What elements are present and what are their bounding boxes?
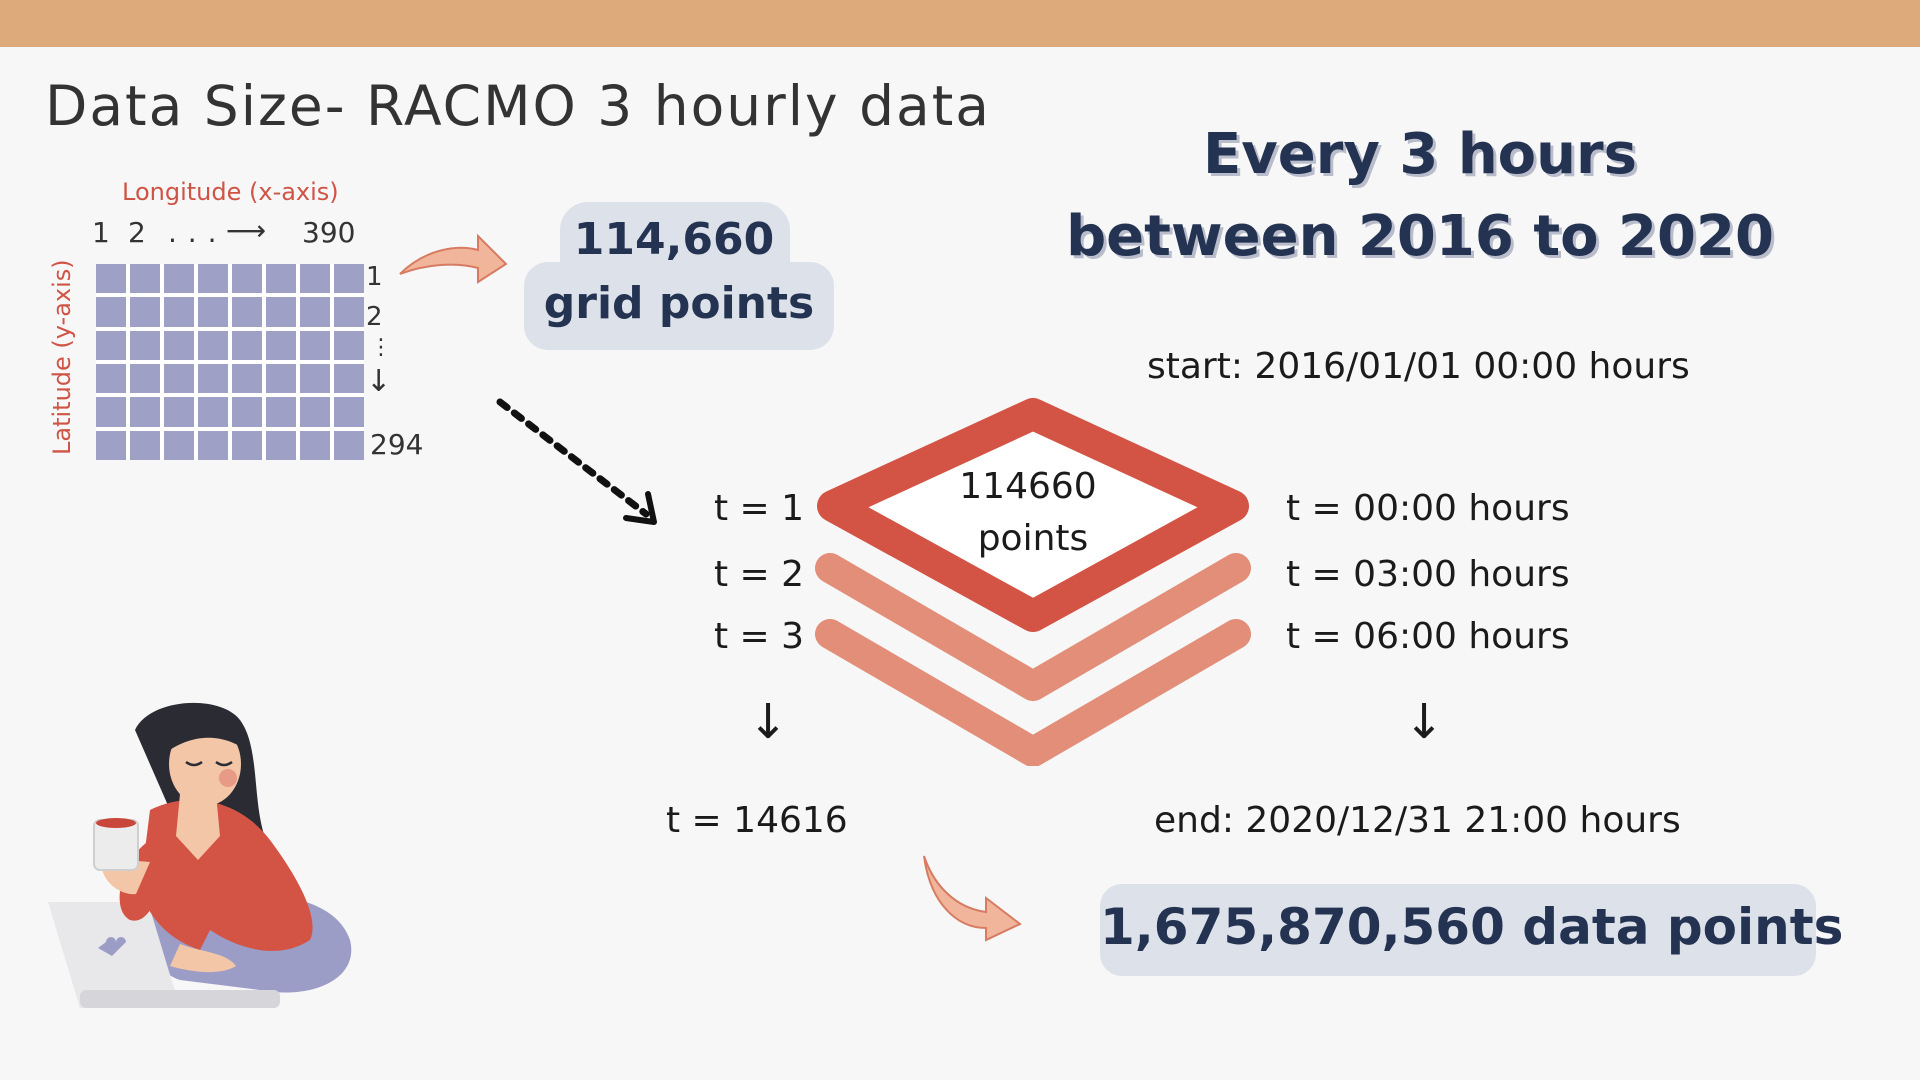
time-layer-stack	[815, 398, 1251, 766]
x-tick-dots: . . .	[168, 216, 218, 249]
x-tick-390: 390	[302, 216, 356, 249]
grid-cell	[164, 297, 194, 327]
grid-cell	[198, 330, 228, 360]
curved-arrow-icon	[399, 233, 508, 284]
grid-cell	[198, 364, 228, 394]
stack-label-count: 114660	[959, 466, 1097, 507]
y-axis-arrow: ↓	[366, 364, 392, 399]
y-tick-dots: ⋮	[370, 335, 392, 360]
end-time-text: end: 2020/12/31 21:00 hours	[1154, 800, 1681, 841]
grid-cell	[164, 330, 194, 360]
grid-points-count: 114,660	[573, 214, 775, 265]
grid-cell	[232, 397, 262, 427]
grid-cell	[266, 430, 296, 460]
grid-cell	[198, 397, 228, 427]
grid-cell	[96, 264, 126, 294]
grid-cell	[334, 397, 364, 427]
grid-cell	[164, 430, 194, 460]
headline-line-2: between 2016 to 2020	[1066, 204, 1774, 269]
grid-cell	[334, 330, 364, 360]
grid-cell	[164, 397, 194, 427]
dashed-arrow-icon	[496, 398, 657, 525]
grid-cell	[266, 397, 296, 427]
time-hours-2: t = 03:00 hours	[1286, 554, 1570, 595]
grid-cell	[130, 330, 160, 360]
grid-cell	[130, 430, 160, 460]
grid-cell	[300, 397, 330, 427]
grid-cell	[232, 297, 262, 327]
grid-cell	[232, 330, 262, 360]
time-hours-1: t = 00:00 hours	[1286, 488, 1570, 529]
grid-cell	[334, 264, 364, 294]
stack-label-unit: points	[977, 518, 1089, 559]
total-pill	[1100, 884, 1816, 976]
x-axis-arrow: ⟶	[226, 214, 267, 247]
top-accent-bar	[0, 0, 1920, 47]
grid-cell	[232, 364, 262, 394]
grid-cell	[266, 330, 296, 360]
y-tick-2: 2	[366, 302, 383, 332]
grid-cell	[232, 430, 262, 460]
grid-cell	[232, 264, 262, 294]
time-step-2: t = 2	[714, 554, 805, 595]
grid-cell	[96, 330, 126, 360]
grid-cell	[96, 430, 126, 460]
grid-cell	[300, 330, 330, 360]
woman-with-laptop-illustration	[48, 702, 352, 1008]
x-tick-1: 1	[92, 216, 110, 249]
page-title: Data Size- RACMO 3 hourly data	[45, 74, 991, 138]
down-arrow-left-icon: ↓	[748, 694, 789, 750]
grid-cell	[266, 264, 296, 294]
grid-cell	[300, 264, 330, 294]
latitude-axis-label: Latitude (y-axis)	[48, 259, 76, 455]
grid-cell	[300, 430, 330, 460]
layer-3	[815, 619, 1251, 766]
grid-cell	[198, 430, 228, 460]
down-arrow-right-icon: ↓	[1404, 694, 1445, 750]
grid-cell	[130, 264, 160, 294]
layer-2	[815, 553, 1251, 701]
time-step-1: t = 1	[714, 488, 805, 529]
y-tick-1: 1	[366, 262, 383, 292]
grid-cell	[130, 364, 160, 394]
grid-cell	[198, 264, 228, 294]
start-time-text: start: 2016/01/01 00:00 hours	[1147, 346, 1690, 387]
time-hours-3: t = 06:00 hours	[1286, 616, 1570, 657]
grid-cell	[164, 364, 194, 394]
longitude-axis-label: Longitude (x-axis)	[122, 178, 339, 206]
x-tick-2: 2	[128, 216, 146, 249]
layer-1	[817, 398, 1249, 632]
grid-cell	[300, 297, 330, 327]
lat-lon-grid	[96, 264, 364, 460]
grid-cell	[96, 397, 126, 427]
total-data-points: 1,675,870,560 data points	[1100, 898, 1844, 956]
grid-cell	[130, 297, 160, 327]
grid-cell	[266, 297, 296, 327]
grid-cell	[96, 297, 126, 327]
grid-cell	[266, 364, 296, 394]
grid-cell	[300, 364, 330, 394]
grid-cell	[334, 297, 364, 327]
y-tick-294: 294	[370, 428, 424, 461]
bent-arrow-icon	[923, 855, 1022, 942]
time-step-3: t = 3	[714, 616, 805, 657]
grid-cell	[96, 364, 126, 394]
last-time-step: t = 14616	[666, 800, 848, 841]
grid-cell	[164, 264, 194, 294]
grid-cell	[334, 364, 364, 394]
grid-points-pill-bottom	[524, 262, 834, 350]
headline-line-1: Every 3 hours	[1203, 122, 1637, 187]
grid-cell	[198, 297, 228, 327]
grid-cell	[130, 397, 160, 427]
grid-cell	[334, 430, 364, 460]
grid-points-label: grid points	[543, 278, 815, 329]
